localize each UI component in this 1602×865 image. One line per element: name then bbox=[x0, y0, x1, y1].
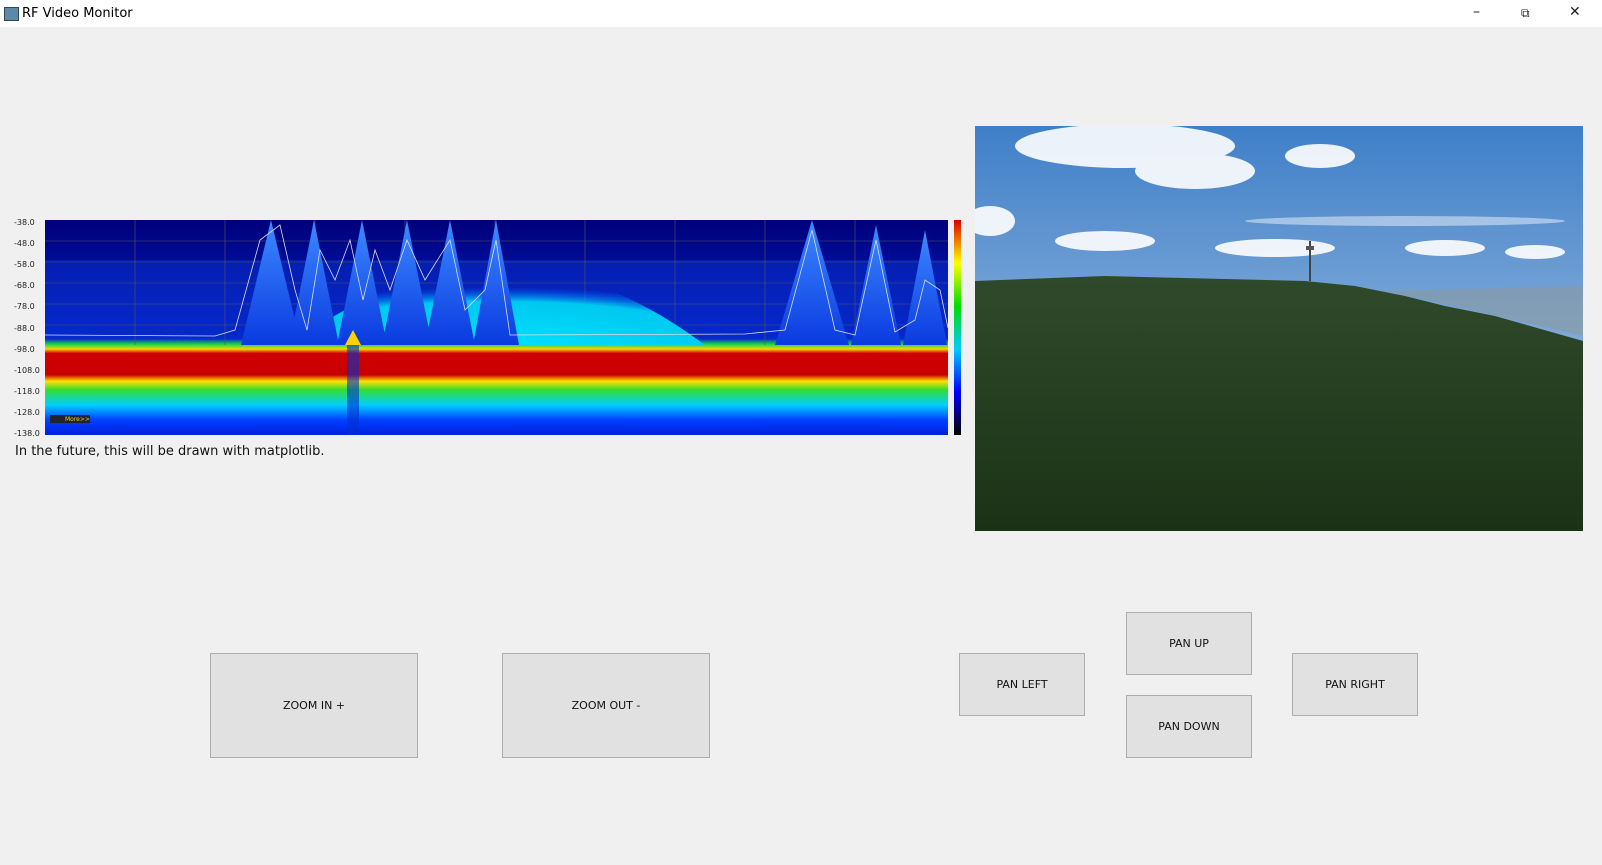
y-tick-label: -88.0 bbox=[14, 323, 35, 333]
caption: In the future, this will be drawn with m… bbox=[15, 444, 325, 459]
video-feed bbox=[975, 126, 1583, 531]
more-link[interactable]: More>> bbox=[65, 416, 90, 423]
y-tick-label: -118.0 bbox=[14, 386, 40, 396]
y-tick-label: -78.0 bbox=[14, 302, 35, 312]
pan-down-button[interactable]: PAN DOWN bbox=[1126, 695, 1252, 758]
close-button[interactable]: ✕ bbox=[1569, 4, 1581, 20]
restore-button[interactable]: ⧉ bbox=[1521, 6, 1530, 20]
y-tick-label: -38.0 bbox=[14, 218, 35, 227]
pan-left-button[interactable]: PAN LEFT bbox=[959, 653, 1085, 716]
pan-right-button[interactable]: PAN RIGHT bbox=[1292, 653, 1418, 716]
spectrum-image: More>> bbox=[45, 220, 948, 435]
y-tick-label: -98.0 bbox=[14, 344, 35, 354]
colorbar bbox=[954, 220, 961, 435]
title-bar: RF Video Monitor – ⧉ ✕ bbox=[0, 0, 1602, 27]
window-title: RF Video Monitor bbox=[22, 6, 133, 21]
y-tick-label: -108.0 bbox=[14, 365, 40, 375]
minimize-button[interactable]: – bbox=[1473, 4, 1480, 20]
app-icon bbox=[4, 7, 19, 21]
y-tick-label: -138.0 bbox=[14, 429, 40, 438]
zoom-in-button[interactable]: ZOOM IN + bbox=[210, 653, 418, 758]
pan-up-button[interactable]: PAN UP bbox=[1126, 612, 1252, 675]
y-tick-label: -48.0 bbox=[14, 239, 35, 249]
y-tick-label: -58.0 bbox=[14, 260, 35, 270]
zoom-out-button[interactable]: ZOOM OUT - bbox=[502, 653, 710, 758]
y-tick-label: -68.0 bbox=[14, 281, 35, 291]
y-tick-label: -128.0 bbox=[14, 407, 40, 417]
